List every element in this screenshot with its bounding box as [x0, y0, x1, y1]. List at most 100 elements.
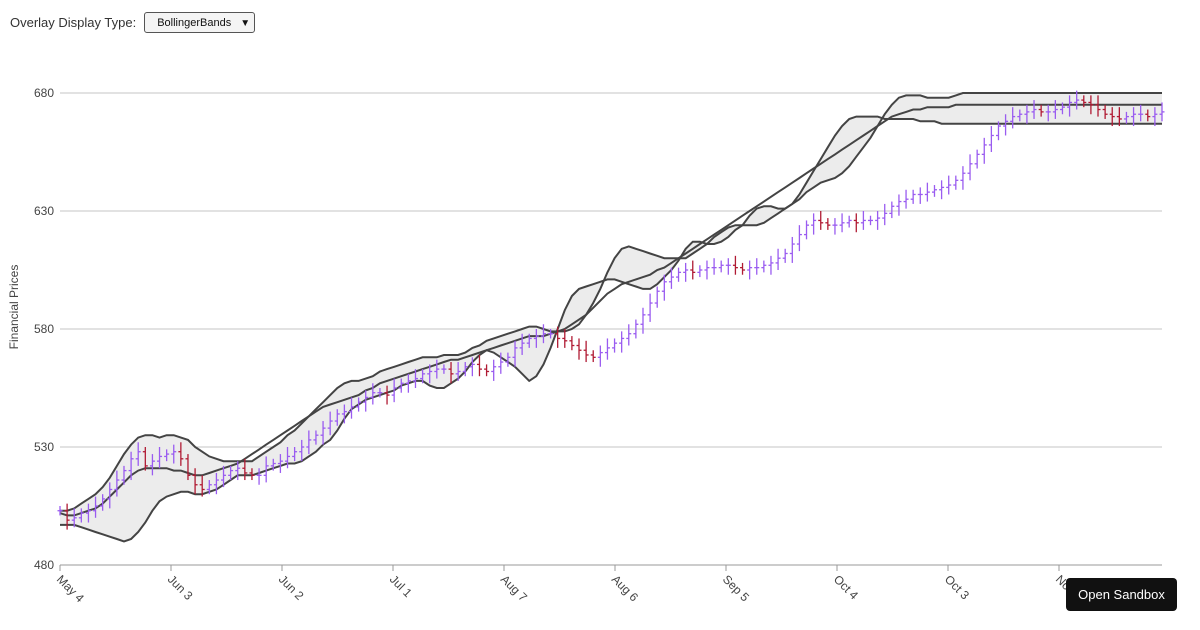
ohlc-bar	[953, 175, 959, 190]
ohlc-bar	[754, 258, 760, 275]
ohlc-bar	[789, 236, 795, 263]
x-tick-label: Aug 7	[498, 572, 530, 604]
ohlc-bar	[839, 213, 845, 233]
x-tick-label: Aug 6	[609, 572, 641, 604]
ohlc-bar	[356, 397, 362, 412]
x-tick-label: Jun 2	[276, 572, 307, 603]
ohlc-bar	[206, 480, 212, 495]
ohlc-bar	[412, 369, 418, 388]
ohlc-bar	[782, 248, 788, 263]
y-tick-label: 680	[34, 86, 54, 100]
ohlc-bar	[71, 508, 77, 528]
ohlc-bar	[661, 274, 667, 301]
ohlc-bar	[512, 340, 518, 367]
ohlc-bar	[910, 189, 916, 204]
ohlc-bar	[825, 218, 831, 230]
ohlc-bar	[341, 404, 347, 424]
ohlc-bar	[185, 454, 191, 481]
ohlc-bar	[469, 357, 475, 377]
ohlc-bar	[775, 248, 781, 270]
ohlc-bar	[740, 262, 746, 275]
ohlc-bar	[1045, 104, 1051, 122]
ohlc-bar	[804, 220, 810, 240]
ohlc-bar	[846, 215, 852, 228]
price-bars	[57, 90, 1165, 530]
ohlc-bar	[427, 364, 433, 384]
ohlc-bar	[199, 475, 205, 497]
ohlc-bar	[697, 265, 703, 278]
ohlc-bar	[228, 465, 234, 481]
ohlc-bar	[100, 494, 106, 511]
ohlc-bar	[768, 255, 774, 275]
ohlc-bar	[960, 166, 966, 190]
ohlc-bar	[832, 218, 838, 235]
ohlc-bar	[811, 213, 817, 235]
ohlc-bar	[277, 454, 283, 473]
bollinger-lower-line	[60, 115, 1162, 543]
ohlc-bar	[690, 260, 696, 280]
ohlc-bar	[654, 286, 660, 308]
y-axis-title: Financial Prices	[7, 265, 21, 350]
ohlc-bar	[1088, 95, 1094, 115]
ohlc-bar	[249, 468, 255, 481]
ohlc-bar	[732, 255, 738, 275]
ohlc-bar	[818, 211, 824, 230]
overlay-type-select[interactable]: BollingerBands ▼	[144, 12, 256, 33]
gridlines	[60, 92, 1162, 566]
ohlc-bar	[114, 470, 120, 497]
ohlc-bar	[348, 397, 354, 419]
ohlc-bar	[633, 319, 639, 339]
ohlc-bar	[868, 215, 874, 226]
ohlc-bar	[612, 338, 618, 353]
ohlc-bar	[939, 180, 945, 200]
ohlc-bar	[135, 442, 141, 466]
ohlc-bar	[626, 324, 632, 346]
ohlc-bar	[263, 456, 269, 483]
ohlc-bar	[903, 189, 909, 209]
bollinger-upper-line	[60, 92, 1162, 512]
ohlc-bar	[505, 352, 511, 367]
axes: 480 530 580 630 680 May 4 Jun 3 Jun 2 Jul 1 Aug 7…	[34, 86, 1162, 605]
ohlc-bar	[85, 503, 91, 523]
ohlc-bar	[327, 411, 333, 436]
ohlc-bar	[875, 211, 881, 230]
ohlc-bar	[981, 137, 987, 164]
ohlc-bar	[668, 267, 674, 289]
ohlc-bar	[924, 182, 930, 202]
ohlc-bar	[533, 329, 539, 348]
bollinger-band-fill	[60, 93, 1162, 542]
ohlc-bar	[441, 364, 447, 374]
y-tick-label: 630	[34, 204, 54, 218]
ohlc-bar	[121, 465, 127, 485]
ohlc-bar	[725, 258, 731, 275]
ohlc-bar	[555, 326, 561, 348]
ohlc-bar	[1010, 107, 1016, 129]
overlay-toolbar: Overlay Display Type: BollingerBands ▼	[10, 12, 256, 33]
ohlc-bar	[476, 354, 482, 377]
ohlc-bar	[398, 378, 404, 393]
ohlc-bar	[334, 409, 340, 426]
open-sandbox-button[interactable]: Open Sandbox	[1066, 578, 1177, 611]
ohlc-bar	[995, 121, 1001, 141]
ohlc-bar	[590, 350, 596, 363]
ohlc-bar	[462, 362, 468, 377]
ohlc-bar	[1067, 95, 1073, 117]
ohlc-bar	[235, 461, 241, 481]
ohlc-bar	[1074, 90, 1080, 110]
ohlc-bar	[157, 447, 163, 469]
ohlc-bar	[1038, 104, 1044, 117]
ohlc-bar	[1123, 111, 1129, 124]
x-tick-label: Oct 4	[831, 572, 861, 602]
ohlc-bar	[171, 444, 177, 464]
chevron-down-icon: ▼	[240, 18, 251, 29]
ohlc-bar	[647, 293, 653, 322]
ohlc-bar	[974, 149, 980, 169]
ohlc-bar	[1102, 104, 1108, 119]
ohlc-bar	[93, 496, 99, 518]
ohlc-bar	[1116, 107, 1122, 127]
ohlc-bar	[1138, 104, 1144, 122]
ohlc-bar	[1131, 107, 1137, 127]
ohlc-bar	[292, 447, 298, 462]
ohlc-bar	[526, 333, 532, 348]
